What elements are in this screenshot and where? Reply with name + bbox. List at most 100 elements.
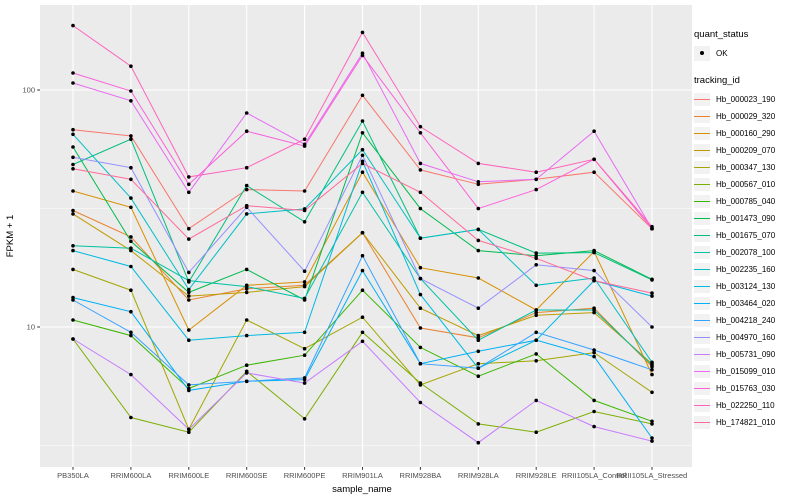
data-point bbox=[592, 308, 596, 312]
data-point bbox=[476, 227, 481, 232]
data-point bbox=[476, 182, 481, 187]
data-point bbox=[71, 189, 75, 193]
data-point bbox=[418, 206, 423, 211]
data-point bbox=[129, 288, 133, 293]
data-point bbox=[129, 309, 133, 314]
point-symbol-key bbox=[694, 45, 710, 61]
data-point bbox=[418, 306, 423, 311]
data-point bbox=[129, 99, 133, 103]
data-point bbox=[592, 268, 596, 273]
data-point bbox=[476, 361, 481, 366]
data-point bbox=[476, 333, 481, 338]
data-point bbox=[129, 196, 133, 200]
data-point bbox=[534, 430, 538, 435]
data-point bbox=[650, 422, 654, 426]
data-point bbox=[418, 236, 423, 240]
data-point bbox=[592, 276, 596, 280]
x-tick-label: RRIM600LA bbox=[110, 471, 151, 480]
legend-item-Hb_022250_110: Hb_022250_110 bbox=[694, 397, 798, 414]
data-point bbox=[650, 390, 654, 395]
data-point bbox=[418, 265, 423, 270]
legend-item-label: Hb_000029_320 bbox=[716, 112, 776, 121]
data-points bbox=[71, 23, 654, 445]
legend-item-label: Hb_000567_010 bbox=[716, 180, 776, 189]
legend-key bbox=[694, 144, 710, 157]
data-point bbox=[302, 353, 307, 358]
data-point bbox=[302, 208, 307, 213]
data-point bbox=[360, 315, 365, 320]
legend-item-Hb_015099_010: Hb_015099_010 bbox=[694, 363, 798, 380]
legend-item-Hb_003124_130: Hb_003124_130 bbox=[694, 278, 798, 295]
data-point bbox=[418, 161, 423, 166]
legend-item-label: Hb_004970_160 bbox=[716, 333, 776, 342]
x-tick-label: RRIM600SE bbox=[226, 471, 268, 480]
data-point bbox=[534, 310, 538, 315]
data-point bbox=[360, 30, 365, 35]
data-point bbox=[187, 427, 191, 432]
data-point bbox=[129, 264, 133, 269]
data-point bbox=[302, 280, 307, 284]
x-tick-label: PB350LA bbox=[57, 471, 89, 480]
data-point bbox=[360, 339, 365, 344]
data-point bbox=[302, 376, 307, 380]
data-point bbox=[592, 350, 596, 355]
data-point bbox=[592, 398, 596, 403]
data-point bbox=[244, 363, 249, 368]
data-point bbox=[360, 190, 365, 195]
legend-color-line bbox=[694, 336, 710, 339]
legend-item-label: Hb_005731_090 bbox=[716, 350, 776, 359]
legend-color-line bbox=[694, 166, 710, 169]
legend-key bbox=[694, 93, 710, 106]
data-point bbox=[534, 253, 538, 258]
data-point bbox=[534, 283, 538, 288]
data-point bbox=[71, 244, 75, 248]
legend-color-line bbox=[694, 234, 710, 237]
data-point bbox=[476, 206, 481, 211]
data-point bbox=[71, 81, 75, 85]
data-point bbox=[244, 183, 249, 188]
legend-item-Hb_002235_160: Hb_002235_160 bbox=[694, 261, 798, 278]
legend-item-Hb_015763_030: Hb_015763_030 bbox=[694, 380, 798, 397]
data-point bbox=[360, 153, 365, 158]
data-point bbox=[592, 250, 596, 255]
legend-key bbox=[694, 229, 710, 242]
data-point bbox=[302, 346, 307, 351]
data-point bbox=[476, 366, 481, 371]
data-point bbox=[592, 129, 596, 133]
data-point bbox=[592, 354, 596, 359]
data-point bbox=[129, 415, 133, 420]
data-point bbox=[650, 368, 654, 372]
data-point bbox=[302, 330, 307, 335]
y-tick-label: 10 bbox=[27, 323, 35, 332]
data-point bbox=[129, 177, 133, 182]
data-point bbox=[71, 155, 75, 160]
data-point bbox=[244, 129, 249, 133]
data-point bbox=[129, 246, 133, 250]
data-point bbox=[302, 144, 307, 148]
x-tick-label: RRII105LA_Control bbox=[562, 471, 627, 480]
data-point bbox=[129, 235, 133, 239]
legend-color-line bbox=[694, 353, 710, 356]
legend-item-label: Hb_000785_040 bbox=[716, 197, 776, 206]
legend-item-label: Hb_002078_100 bbox=[716, 248, 776, 257]
data-point bbox=[129, 134, 133, 138]
legend-key bbox=[694, 127, 710, 140]
legend-key bbox=[694, 365, 710, 378]
data-point bbox=[187, 270, 191, 275]
data-point bbox=[360, 268, 365, 273]
legend-item-Hb_004970_160: Hb_004970_160 bbox=[694, 329, 798, 346]
legend-color-line bbox=[694, 98, 710, 101]
legend-item-Hb_000029_320: Hb_000029_320 bbox=[694, 108, 798, 125]
legend-key bbox=[694, 297, 710, 310]
data-point bbox=[534, 352, 538, 356]
legend-item-ok: OK bbox=[694, 45, 798, 61]
data-point bbox=[418, 326, 423, 330]
legend-item-label: Hb_001675_070 bbox=[716, 231, 776, 240]
data-point bbox=[187, 383, 191, 387]
legend: quant_status OK tracking_id Hb_000023_19… bbox=[694, 28, 798, 431]
data-point bbox=[187, 175, 191, 179]
data-point bbox=[71, 23, 75, 28]
legend-item-label: Hb_004218_240 bbox=[716, 316, 776, 325]
data-point bbox=[534, 308, 538, 312]
